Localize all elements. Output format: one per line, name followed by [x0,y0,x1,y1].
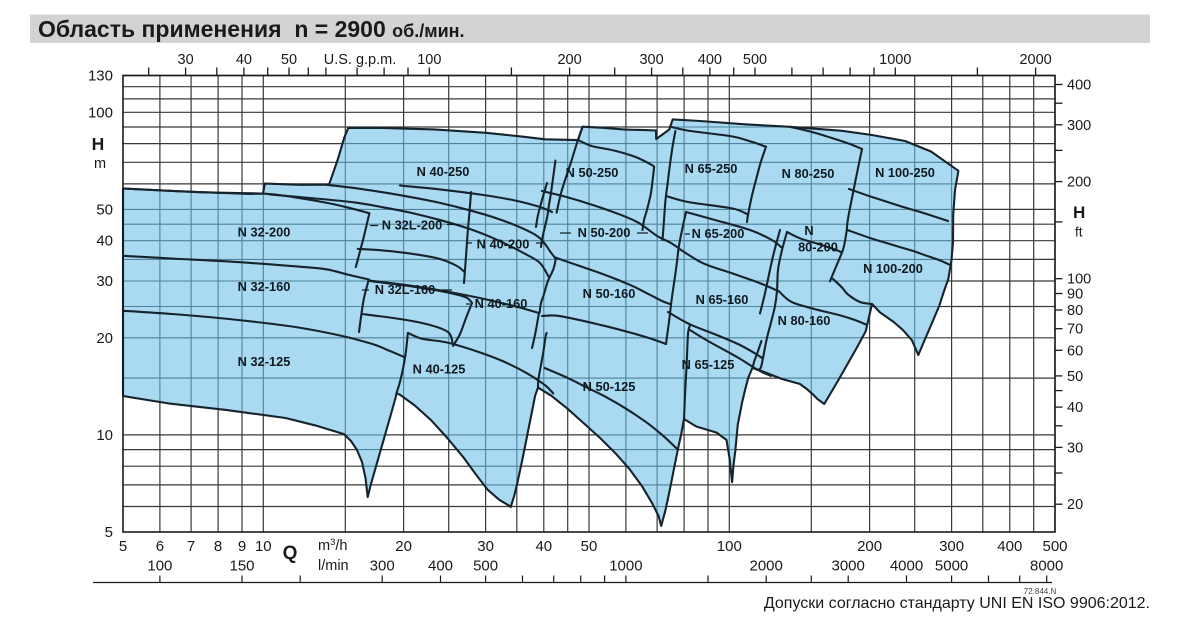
svg-text:N 32-200: N 32-200 [238,225,291,240]
svg-text:300: 300 [370,558,395,575]
svg-text:40: 40 [236,52,252,68]
svg-text:N 100-250: N 100-250 [875,165,935,180]
svg-text:30: 30 [178,52,194,68]
svg-text:Q: Q [283,543,298,564]
svg-text:N 65-250: N 65-250 [685,161,738,176]
svg-text:20: 20 [1067,497,1083,513]
svg-text:50: 50 [581,538,598,555]
svg-text:1000: 1000 [879,52,911,68]
svg-text:N: N [804,223,813,238]
svg-text:l/min: l/min [318,558,349,574]
svg-text:N 50-200: N 50-200 [578,225,631,240]
svg-text:10: 10 [96,427,113,444]
svg-text:200: 200 [557,52,581,68]
svg-text:N 32L-160: N 32L-160 [375,282,435,297]
svg-text:U.S. g.p.m.: U.S. g.p.m. [324,52,397,68]
svg-text:1000: 1000 [609,558,642,575]
svg-text:100: 100 [717,538,742,555]
svg-text:200: 200 [857,538,882,555]
svg-text:N 50-250: N 50-250 [566,165,619,180]
svg-text:40: 40 [96,233,113,250]
svg-text:400: 400 [997,538,1022,555]
svg-text:70: 70 [1067,322,1083,338]
svg-text:130: 130 [88,68,113,85]
svg-text:60: 60 [1067,343,1083,359]
svg-text:m: m [94,156,106,172]
svg-text:50: 50 [281,52,297,68]
svg-text:500: 500 [1042,538,1067,555]
svg-text:400: 400 [1067,78,1091,94]
svg-text:300: 300 [639,52,663,68]
svg-text:5000: 5000 [935,558,968,575]
svg-text:Допуски согласно стандарту UNI: Допуски согласно стандарту UNI EN ISO 99… [764,595,1150,612]
svg-text:9: 9 [238,538,246,555]
svg-text:100: 100 [417,52,441,68]
svg-text:7: 7 [187,538,195,555]
svg-text:200: 200 [1067,175,1091,191]
svg-text:50: 50 [1067,369,1083,385]
svg-text:5: 5 [105,524,113,541]
svg-text:90: 90 [1067,287,1083,303]
svg-text:100: 100 [88,104,113,121]
svg-text:20: 20 [395,538,412,555]
svg-text:50: 50 [96,201,113,218]
svg-text:N 65-125: N 65-125 [682,357,735,372]
svg-text:N 40-200: N 40-200 [477,237,530,252]
svg-text:300: 300 [939,538,964,555]
svg-text:m3/h: m3/h [318,537,347,555]
svg-text:8000: 8000 [1030,558,1063,575]
svg-text:20: 20 [96,330,113,347]
svg-text:N 80-160: N 80-160 [778,313,831,328]
svg-text:30: 30 [96,273,113,290]
svg-text:4000: 4000 [890,558,923,575]
svg-text:400: 400 [428,558,453,575]
svg-text:H: H [92,134,105,154]
svg-text:2000: 2000 [750,558,783,575]
svg-text:N 50-160: N 50-160 [583,286,636,301]
svg-text:5: 5 [119,538,127,555]
svg-text:N 32L-200: N 32L-200 [382,218,442,233]
svg-text:10: 10 [255,538,272,555]
svg-text:80-200: 80-200 [798,240,838,255]
svg-text:N 100-200: N 100-200 [863,261,923,276]
svg-text:80: 80 [1067,303,1083,319]
svg-text:N 32-160: N 32-160 [238,279,291,294]
svg-text:N 40-250: N 40-250 [417,164,470,179]
svg-text:ft: ft [1075,225,1083,240]
svg-text:N 65-160: N 65-160 [696,292,749,307]
svg-text:N 32-125: N 32-125 [238,354,291,369]
svg-text:Область применения n = 2900 о: Область применения n = 2900 об./мин. [38,16,465,42]
svg-text:40: 40 [535,538,552,555]
svg-text:150: 150 [229,558,254,575]
svg-text:N 40-160: N 40-160 [475,296,528,311]
svg-text:500: 500 [743,52,767,68]
svg-text:30: 30 [1067,440,1083,456]
svg-text:N 65-200: N 65-200 [692,226,745,241]
svg-text:30: 30 [477,538,494,555]
svg-text:6: 6 [156,538,164,555]
svg-text:3000: 3000 [832,558,865,575]
svg-text:N 50-125: N 50-125 [583,379,636,394]
svg-text:2000: 2000 [1019,52,1051,68]
svg-text:72.844.N: 72.844.N [1024,587,1057,596]
svg-text:8: 8 [214,538,222,555]
svg-text:H: H [1073,203,1085,222]
svg-text:N 80-250: N 80-250 [782,166,835,181]
svg-text:40: 40 [1067,400,1083,416]
svg-text:400: 400 [698,52,722,68]
svg-text:100: 100 [1067,272,1091,288]
svg-text:300: 300 [1067,118,1091,134]
svg-text:500: 500 [473,558,498,575]
svg-text:N 40-125: N 40-125 [413,362,466,377]
svg-text:100: 100 [147,558,172,575]
